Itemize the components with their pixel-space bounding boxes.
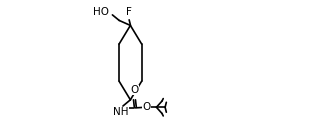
Text: O: O [130, 85, 139, 95]
Text: HO: HO [93, 7, 109, 17]
Text: O: O [142, 102, 151, 112]
Text: F: F [126, 7, 132, 17]
Text: NH: NH [113, 107, 129, 117]
